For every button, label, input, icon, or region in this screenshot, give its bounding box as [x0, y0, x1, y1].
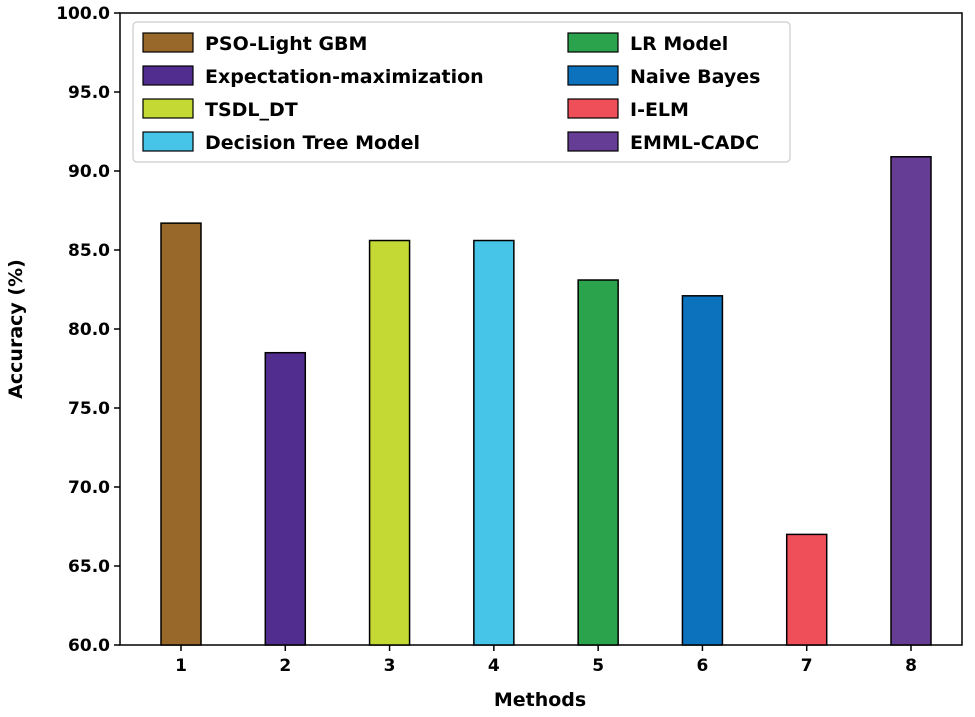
bar-3 [368, 239, 411, 646]
legend-label: EMML-CADC [630, 132, 759, 154]
x-tick-label: 3 [384, 656, 396, 676]
legend: PSO-Light GBM Expectation-maximization TSD… [132, 21, 791, 163]
legend-label: PSO-Light GBM [205, 33, 367, 55]
bar-5 [577, 279, 619, 646]
y-axis-label: Accuracy (%) [5, 259, 27, 399]
bar-4 [473, 239, 515, 646]
axes: 60.0 65.0 70.0 75.0 80.0 85.0 90.0 95.0 100.0 1 2 3… [56, 4, 963, 676]
legend-label: LR Model [630, 33, 728, 55]
bars [160, 156, 932, 646]
legend-swatch [142, 98, 194, 119]
y-tick-label: 70.0 [68, 478, 110, 498]
y-tick-label: 90.0 [68, 162, 110, 182]
x-tick-label: 7 [801, 656, 813, 676]
legend-label: Naive Bayes [630, 66, 760, 88]
y-tick-label: 80.0 [68, 320, 110, 340]
y-tick-label: 75.0 [68, 399, 110, 419]
legend-box [132, 21, 791, 163]
bar-2 [264, 351, 307, 646]
legend-swatch [142, 131, 194, 152]
bar-8 [890, 156, 932, 646]
legend-swatch [142, 65, 194, 86]
x-tick-label: 2 [279, 656, 291, 676]
y-tick-label: 85.0 [68, 241, 110, 261]
y-tick-label: 60.0 [68, 636, 110, 656]
bar-6 [681, 295, 724, 646]
legend-swatch [567, 65, 619, 86]
x-tick-label: 6 [697, 656, 709, 676]
x-tick-label: 1 [175, 656, 187, 676]
legend-swatch [567, 32, 619, 53]
legend-swatch [567, 131, 619, 152]
y-tick-label: 100.0 [56, 4, 110, 24]
legend-label: Decision Tree Model [205, 132, 420, 154]
x-tick-label: 4 [488, 656, 500, 676]
bar-7 [785, 533, 828, 646]
x-tick-label: 8 [905, 656, 917, 676]
legend-swatch [567, 98, 619, 119]
y-tick-label: 95.0 [68, 83, 110, 103]
legend-label: Expectation-maximization [205, 66, 484, 88]
legend-label: I-ELM [630, 99, 689, 121]
x-tick-label: 5 [592, 656, 604, 676]
x-axis-label: Methods [494, 689, 586, 711]
legend-label: TSDL_DT [205, 99, 298, 121]
legend-swatch [142, 32, 194, 53]
bar-1 [160, 222, 202, 646]
y-tick-label: 65.0 [68, 557, 110, 577]
